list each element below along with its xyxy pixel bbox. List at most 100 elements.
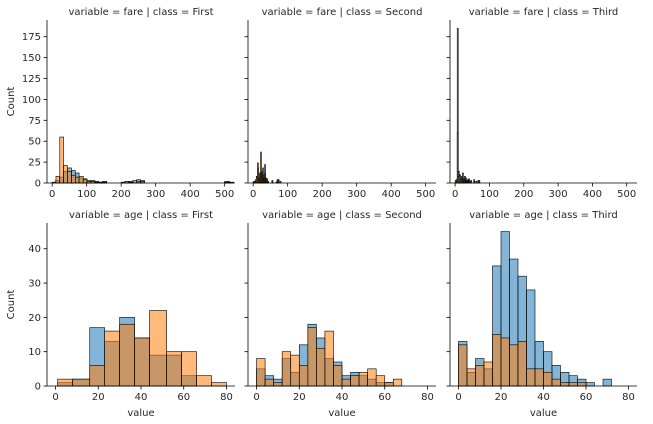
panel-3: variable = fare | class = Third 0 100 200 30…	[446, 7, 637, 200]
histogram-bar	[384, 382, 394, 387]
histogram-bar	[375, 375, 386, 387]
histogram-bar	[517, 341, 527, 387]
panel-title: variable = fare | class = Second	[262, 7, 423, 18]
panel-2: variable = fare | class = Second 0 100 200 3…	[244, 7, 436, 200]
x-tick-label: 0	[455, 392, 461, 403]
panel-title: variable = age | class = Third	[469, 210, 618, 221]
y-tick-label: 75	[28, 116, 41, 127]
x-tick-label: 0	[452, 189, 458, 200]
histogram-bar	[71, 175, 76, 184]
histogram-bar	[59, 136, 64, 184]
x-tick-label: 200	[313, 189, 332, 200]
histogram-bar	[456, 132, 459, 184]
histogram-bar	[341, 378, 351, 387]
x-tick-label: 300	[347, 189, 366, 200]
x-axis-label: value	[127, 408, 154, 419]
histogram-bar	[358, 371, 368, 387]
histogram-bar	[534, 368, 544, 387]
y-tick-label: 175	[22, 32, 41, 43]
histogram-bar	[568, 382, 578, 387]
x-tick-label: 60	[378, 392, 391, 403]
x-tick-label: 300	[549, 189, 568, 200]
panel-title: variable = fare | class = First	[68, 7, 213, 18]
histogram-bar	[526, 368, 536, 387]
x-tick-label: 0	[250, 189, 256, 200]
x-tick-label: 40	[537, 392, 550, 403]
histogram-bar	[551, 378, 561, 387]
histogram-bar	[72, 378, 91, 387]
histogram-bar	[119, 323, 135, 387]
histogram-bar	[316, 347, 326, 387]
y-tick-label: 0	[35, 382, 41, 393]
x-tick-label: 0	[49, 189, 55, 200]
x-tick-label: 400	[583, 189, 602, 200]
x-tick-label: 500	[617, 189, 636, 200]
histogram-bar	[55, 176, 61, 184]
histogram-bar	[466, 368, 476, 387]
x-tick-label: 60	[177, 392, 190, 403]
panel-title: variable = fare | class = Third	[469, 7, 619, 18]
histogram-bar	[89, 365, 105, 387]
x-tick-label: 400	[181, 189, 200, 200]
histogram-bar	[307, 327, 317, 387]
x-tick-label: 20	[293, 392, 306, 403]
x-tick-label: 0	[52, 392, 58, 403]
panel-title: variable = age | class = First	[69, 210, 213, 221]
panel-6: variable = age | class = Third 0 20 40 60 80 v…	[446, 210, 637, 419]
histogram-bar	[74, 176, 80, 184]
x-tick-label: 500	[416, 189, 435, 200]
y-tick-label: 50	[28, 137, 41, 148]
x-tick-label: 80	[421, 392, 434, 403]
histogram-bar	[324, 330, 334, 387]
histogram-bar	[560, 382, 570, 387]
x-tick-label: 20	[495, 392, 508, 403]
y-tick-label: 100	[22, 95, 41, 106]
x-axis-label: value	[530, 408, 557, 419]
histogram-bar	[290, 354, 300, 387]
histogram-bar	[67, 170, 72, 184]
y-tick-label: 25	[28, 158, 41, 169]
histogram-bar	[104, 330, 120, 387]
histogram-bar	[333, 365, 343, 387]
histogram-bar	[82, 179, 88, 184]
histogram-bar	[367, 368, 377, 387]
histogram-bar	[264, 378, 274, 387]
x-tick-label: 300	[146, 189, 165, 200]
panel-4: variable = age | class = First 0 20 40 60 80 0…	[6, 210, 235, 419]
x-tick-label: 500	[215, 189, 234, 200]
x-axis-label: value	[328, 408, 355, 419]
histogram-bar	[602, 378, 612, 387]
y-axis-label: Count	[6, 87, 17, 117]
x-tick-label: 80	[220, 392, 233, 403]
histogram-bar	[281, 351, 292, 387]
y-tick-label: 40	[28, 244, 41, 255]
histogram-bar	[350, 375, 360, 387]
histogram-bar	[149, 310, 167, 387]
histogram-bar	[492, 334, 502, 387]
histogram-bar	[63, 165, 68, 184]
x-tick-label: 80	[622, 392, 635, 403]
x-tick-label: 40	[135, 392, 148, 403]
histogram-bar	[585, 382, 595, 387]
x-tick-label: 100	[480, 189, 499, 200]
histogram-bar	[458, 344, 468, 387]
histogram-bar	[78, 176, 84, 184]
histogram-bar	[196, 375, 212, 387]
histogram-bar	[273, 382, 283, 387]
x-tick-label: 20	[92, 392, 105, 403]
histogram-bar	[211, 382, 227, 387]
histogram-bar	[475, 365, 485, 387]
histogram-bar	[509, 344, 519, 387]
x-tick-label: 100	[77, 189, 96, 200]
y-tick-label: 20	[28, 313, 41, 324]
x-tick-label: 400	[382, 189, 401, 200]
histogram-bar	[57, 378, 73, 387]
y-axis-label: Count	[6, 290, 17, 320]
x-tick-label: 60	[580, 392, 593, 403]
histogram-bar	[166, 351, 182, 387]
y-tick-label: 10	[28, 347, 41, 358]
histogram-bar	[181, 351, 197, 387]
y-tick-label: 150	[22, 53, 41, 64]
y-tick-label: 125	[22, 74, 41, 85]
